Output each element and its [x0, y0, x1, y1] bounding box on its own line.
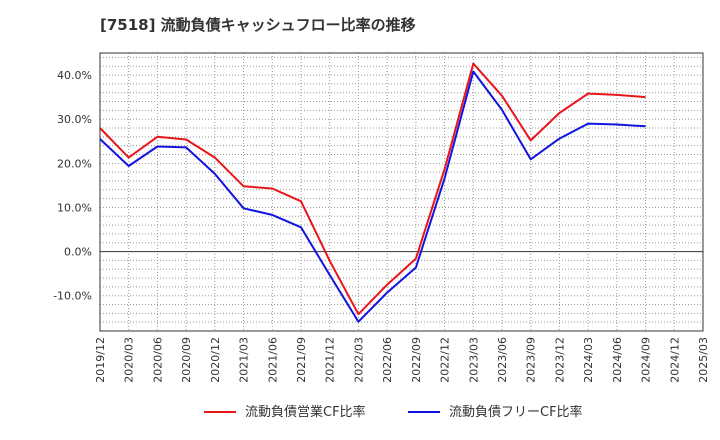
series-line-2 [99, 70, 646, 323]
grid [100, 53, 703, 332]
x-tick-label: 2023/06 [496, 337, 509, 383]
x-tick-label: 2025/03 [697, 337, 710, 383]
chart-title: [7518] 流動負債キャッシュフロー比率の推移 [100, 16, 416, 34]
x-tick-label: 2022/09 [410, 337, 423, 383]
x-tick-label: 2024/06 [611, 337, 624, 383]
x-tick-label: 2022/12 [439, 337, 452, 383]
x-tick-label: 2023/12 [553, 337, 566, 383]
legend-label-1: 流動負債営業CF比率 [245, 404, 366, 420]
x-tick-label: 2020/09 [180, 337, 193, 383]
plot-frame [99, 52, 704, 332]
x-tick-label: 2020/06 [151, 337, 164, 383]
y-tick-label: 10.0% [57, 201, 92, 214]
x-tick-label: 2021/06 [266, 337, 279, 383]
y-tick-label: -10.0% [53, 290, 92, 303]
series-lines [99, 62, 646, 323]
y-tick-label: 40.0% [57, 69, 92, 82]
y-tick-label: 30.0% [57, 113, 92, 126]
legend-label-2: 流動負債フリーCF比率 [449, 404, 583, 420]
x-tick-label: 2021/12 [324, 337, 337, 383]
y-tick-label: 20.0% [57, 157, 92, 170]
x-tick-label: 2019/12 [94, 337, 107, 383]
x-tick-label: 2022/03 [352, 337, 365, 383]
x-tick-label: 2024/12 [668, 337, 681, 383]
series-line-1 [99, 62, 646, 316]
x-tick-label: 2024/09 [640, 337, 653, 383]
legend: 流動負債営業CF比率 流動負債フリーCF比率 [204, 404, 583, 420]
x-tick-label: 2023/09 [525, 337, 538, 383]
x-tick-label: 2020/12 [209, 337, 222, 383]
x-tick-label: 2024/03 [582, 337, 595, 383]
y-axis-ticks: -10.0% 0.0% 10.0% 20.0% 30.0% 40.0% [53, 69, 92, 303]
x-tick-label: 2021/09 [295, 337, 308, 383]
x-axis-ticks: 2019/12 2020/03 2020/06 2020/09 2020/12 2021/… [94, 337, 710, 383]
x-tick-label: 2023/03 [467, 337, 480, 383]
x-tick-label: 2020/03 [123, 337, 136, 383]
plot-area [100, 53, 703, 331]
x-tick-label: 2021/03 [238, 337, 251, 383]
x-tick-label: 2022/06 [381, 337, 394, 383]
y-tick-label: 0.0% [64, 246, 92, 259]
